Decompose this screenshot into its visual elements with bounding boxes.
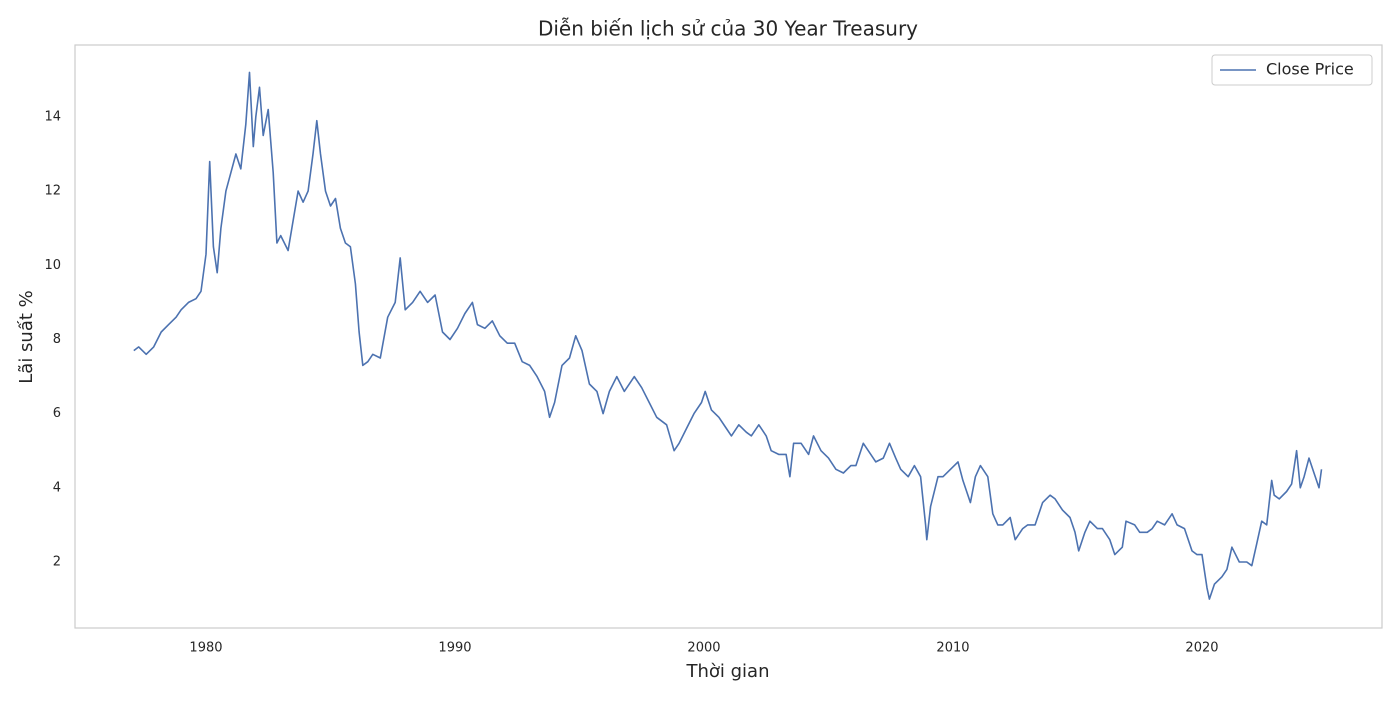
- x-tick-label: 1990: [438, 641, 471, 656]
- y-tick-label: 6: [53, 406, 61, 421]
- chart-title: Diễn biến lịch sử của 30 Year Treasury: [538, 17, 918, 41]
- y-tick-label: 2: [53, 554, 61, 569]
- x-axis-label: Thời gian: [685, 661, 769, 682]
- legend-label: Close Price: [1266, 60, 1354, 79]
- y-tick-label: 10: [44, 258, 61, 273]
- plot-area: [74, 44, 1383, 629]
- y-tick-label: 4: [53, 480, 61, 495]
- x-tick-label: 1980: [189, 641, 222, 656]
- x-tick-label: 2000: [687, 641, 720, 656]
- y-axis-label: Lãi suất %: [16, 290, 37, 383]
- y-tick-label: 12: [44, 184, 61, 199]
- x-tick-label: 2020: [1185, 641, 1218, 656]
- y-tick-label: 8: [53, 332, 61, 347]
- data-line: [133, 71, 1323, 600]
- x-tick-label: 2010: [936, 641, 969, 656]
- legend-box: [1211, 54, 1373, 86]
- y-tick-label: 14: [44, 109, 61, 124]
